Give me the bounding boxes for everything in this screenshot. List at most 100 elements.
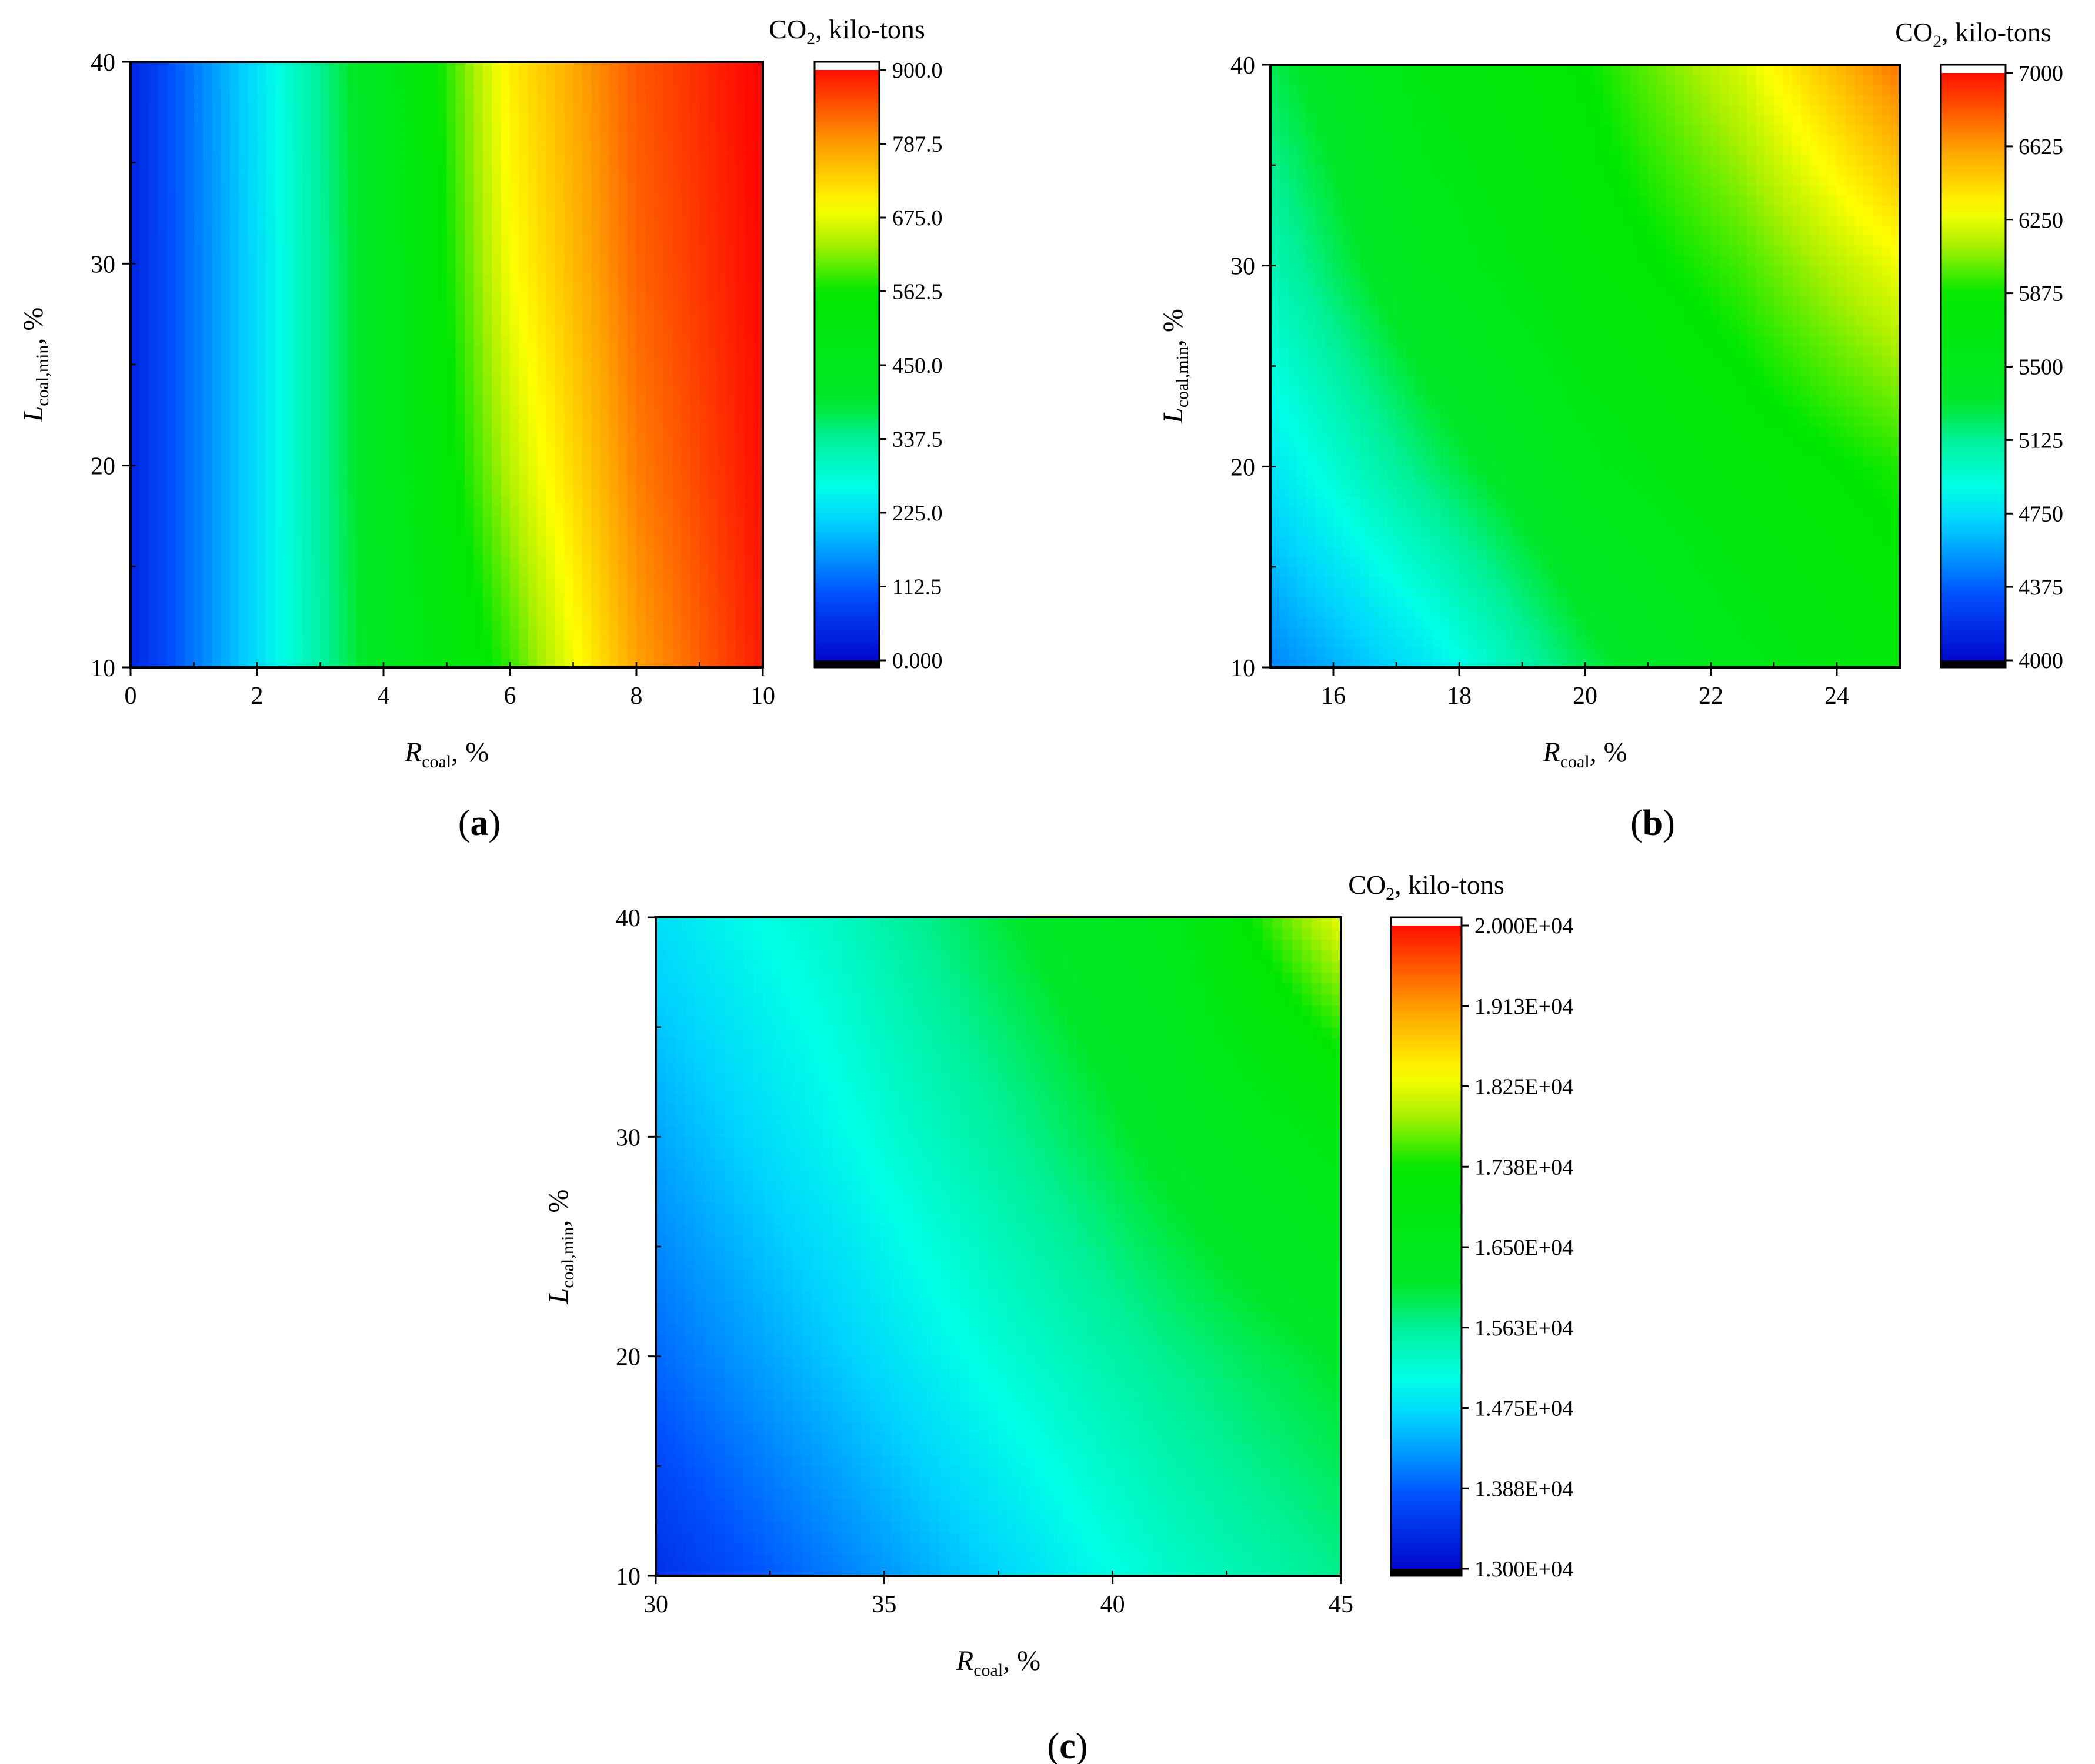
heatmap-cell (718, 142, 728, 153)
heatmap-cell (356, 344, 366, 355)
heatmap-cell (718, 304, 728, 315)
heatmap-cell (1612, 647, 1622, 658)
heatmap-cell (1693, 587, 1703, 598)
heatmap-cell (510, 415, 520, 426)
heatmap-cell (528, 395, 538, 406)
heatmap-cell (257, 293, 267, 305)
heatmap-cell (1360, 637, 1370, 648)
heatmap-cell (753, 425, 763, 436)
heatmap-cell (473, 566, 483, 577)
heatmap-cell (528, 253, 538, 265)
heatmap-cell (555, 617, 565, 628)
heatmap-cell (482, 546, 493, 557)
heatmap-cell (482, 162, 493, 173)
heatmap-cell (582, 172, 592, 183)
heatmap-cell (411, 586, 421, 597)
heatmap-cell (663, 233, 673, 244)
heatmap-cell (338, 475, 348, 486)
heatmap-cell (185, 596, 195, 607)
heatmap-cell (690, 657, 700, 668)
heatmap-cell (148, 142, 158, 153)
heatmap-cell (672, 607, 682, 617)
heatmap-cell (573, 82, 583, 93)
heatmap-cell (609, 142, 619, 153)
heatmap-cell (1513, 607, 1523, 618)
heatmap-cell (293, 657, 303, 668)
heatmap-cell (708, 455, 719, 466)
heatmap-cell (726, 475, 736, 486)
heatmap-cell (175, 375, 185, 386)
heatmap-cell (131, 586, 141, 597)
heatmap-cell (546, 546, 556, 557)
heatmap-cell (582, 243, 592, 254)
heatmap-cell (401, 506, 411, 517)
heatmap-cell (699, 455, 709, 466)
heatmap-cell (347, 375, 357, 386)
heatmap-cell (753, 365, 763, 375)
heatmap-cell (1405, 567, 1415, 578)
heatmap-cell (212, 344, 222, 355)
heatmap-cell (411, 263, 421, 275)
heatmap-cell (627, 586, 637, 597)
heatmap-cell (383, 324, 393, 335)
heatmap-cell (320, 354, 330, 365)
heatmap-cell (609, 223, 619, 234)
heatmap-cell (492, 657, 502, 668)
heatmap-cell (438, 627, 448, 638)
heatmap-cell (636, 193, 646, 204)
heatmap-cell (654, 405, 664, 416)
heatmap-cell (338, 506, 348, 517)
heatmap-cell (501, 576, 511, 587)
heatmap-cell (411, 183, 421, 193)
heatmap-cell (537, 415, 547, 426)
heatmap-cell (311, 273, 321, 285)
heatmap-cell (139, 213, 149, 224)
heatmap-cell (600, 354, 610, 365)
heatmap-cell (690, 465, 700, 476)
heatmap-cell (356, 375, 366, 386)
heatmap-cell (636, 586, 646, 597)
heatmap-cell (609, 273, 619, 285)
heatmap-cell (131, 465, 141, 476)
heatmap-cell (699, 253, 709, 265)
heatmap-cell (284, 82, 294, 93)
heatmap-cell (1612, 597, 1622, 608)
heatmap-cell (1414, 567, 1424, 578)
heatmap-cell (663, 657, 673, 668)
heatmap-cell (546, 344, 556, 355)
heatmap-cell (311, 72, 321, 83)
heatmap-cell (428, 92, 438, 103)
heatmap-cell (609, 283, 619, 295)
heatmap-cell (528, 112, 538, 123)
heatmap-cell (600, 142, 610, 153)
heatmap-cell (248, 586, 258, 597)
heatmap-cell (275, 425, 285, 436)
heatmap-cell (320, 334, 330, 345)
heatmap-cell (239, 405, 249, 416)
heatmap-cell (735, 203, 746, 214)
heatmap-cell (546, 536, 556, 547)
heatmap-cell (519, 586, 529, 597)
heatmap-cell (708, 142, 719, 153)
heatmap-cell (166, 486, 176, 496)
heatmap-cell (401, 314, 411, 325)
heatmap-cell (582, 193, 592, 204)
heatmap-cell (293, 172, 303, 183)
heatmap-cell (175, 253, 185, 265)
heatmap-cell (1369, 647, 1379, 658)
heatmap-cell (1783, 637, 1793, 648)
heatmap-cell (654, 596, 664, 607)
heatmap-cell (609, 293, 619, 305)
heatmap-cell (564, 657, 574, 668)
heatmap-cell (428, 486, 438, 496)
heatmap-cell (166, 405, 176, 416)
heatmap-cell (564, 243, 574, 254)
heatmap-cell (745, 415, 755, 426)
heatmap-cell (1513, 577, 1523, 588)
heatmap-cell (194, 263, 204, 275)
heatmap-cell (166, 395, 176, 406)
heatmap-cell (185, 92, 195, 103)
heatmap-cell (510, 637, 520, 648)
heatmap-cell (284, 455, 294, 466)
heatmap-cell (257, 576, 267, 587)
